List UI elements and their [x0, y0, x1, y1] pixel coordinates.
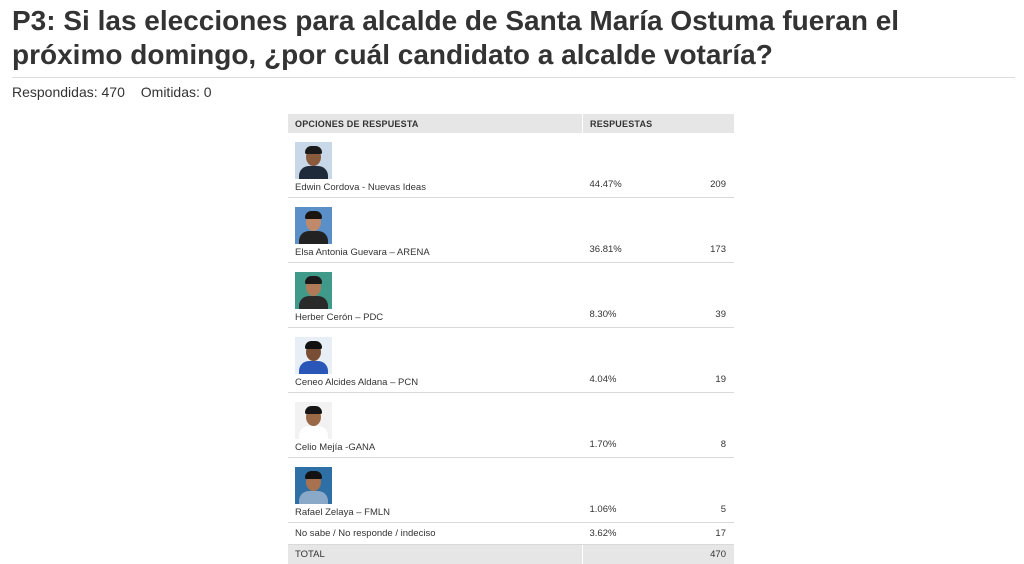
- option-cell: Herber Cerón – PDC: [288, 263, 583, 328]
- option-label: No sabe / No responde / indeciso: [288, 523, 583, 545]
- count-value: 19: [677, 328, 734, 393]
- count-value: 209: [677, 133, 734, 198]
- percent-value: 1.06%: [583, 458, 677, 523]
- response-stats: Respondidas: 470 Omitidas: 0: [12, 84, 224, 100]
- total-percent-blank: [583, 545, 677, 564]
- option-cell: Rafael Zelaya – FMLN: [288, 458, 583, 523]
- option-cell: Celio Mejía -GANA: [288, 393, 583, 458]
- candidate-photo: [295, 272, 332, 309]
- option-label: Elsa Antonia Guevara – ARENA: [295, 247, 583, 258]
- survey-page: P3: Si las elecciones para alcalde de Sa…: [0, 0, 1024, 540]
- percent-value: 36.81%: [583, 198, 677, 263]
- table-header-row: OPCIONES DE RESPUESTA RESPUESTAS: [288, 114, 734, 133]
- candidate-photo: [295, 402, 332, 439]
- percent-value: 44.47%: [583, 133, 677, 198]
- option-label: Edwin Cordova - Nuevas Ideas: [295, 182, 583, 193]
- option-cell: Ceneo Alcides Aldana – PCN: [288, 328, 583, 393]
- option-label: Ceneo Alcides Aldana – PCN: [295, 377, 583, 388]
- option-label: Rafael Zelaya – FMLN: [295, 507, 583, 518]
- candidate-photo: [295, 207, 332, 244]
- table-row-other: No sabe / No responde / indeciso 3.62% 1…: [288, 523, 734, 545]
- count-value: 8: [677, 393, 734, 458]
- count-value: 39: [677, 263, 734, 328]
- percent-value: 4.04%: [583, 328, 677, 393]
- percent-value: 8.30%: [583, 263, 677, 328]
- answered-count: Respondidas: 470: [12, 84, 125, 100]
- table-row-total: TOTAL 470: [288, 545, 734, 564]
- question-title: P3: Si las elecciones para alcalde de Sa…: [12, 4, 1012, 72]
- candidate-photo: [295, 467, 332, 504]
- candidate-photo: [295, 142, 332, 179]
- total-count: 470: [677, 545, 734, 564]
- title-divider: [12, 77, 1015, 78]
- option-cell: Elsa Antonia Guevara – ARENA: [288, 198, 583, 263]
- responses-table: OPCIONES DE RESPUESTA RESPUESTAS Edwin C…: [288, 114, 734, 564]
- percent-value: 1.70%: [583, 393, 677, 458]
- count-value: 5: [677, 458, 734, 523]
- candidate-photo: [295, 337, 332, 374]
- count-value: 173: [677, 198, 734, 263]
- total-label: TOTAL: [288, 545, 583, 564]
- percent-value: 3.62%: [583, 523, 677, 545]
- option-label: Herber Cerón – PDC: [295, 312, 583, 323]
- option-label: Celio Mejía -GANA: [295, 442, 583, 453]
- option-cell: Edwin Cordova - Nuevas Ideas: [288, 133, 583, 198]
- options-column-header: OPCIONES DE RESPUESTA: [288, 114, 583, 133]
- skipped-count: Omitidas: 0: [141, 84, 212, 100]
- responses-column-header: RESPUESTAS: [583, 114, 735, 133]
- count-value: 17: [677, 523, 734, 545]
